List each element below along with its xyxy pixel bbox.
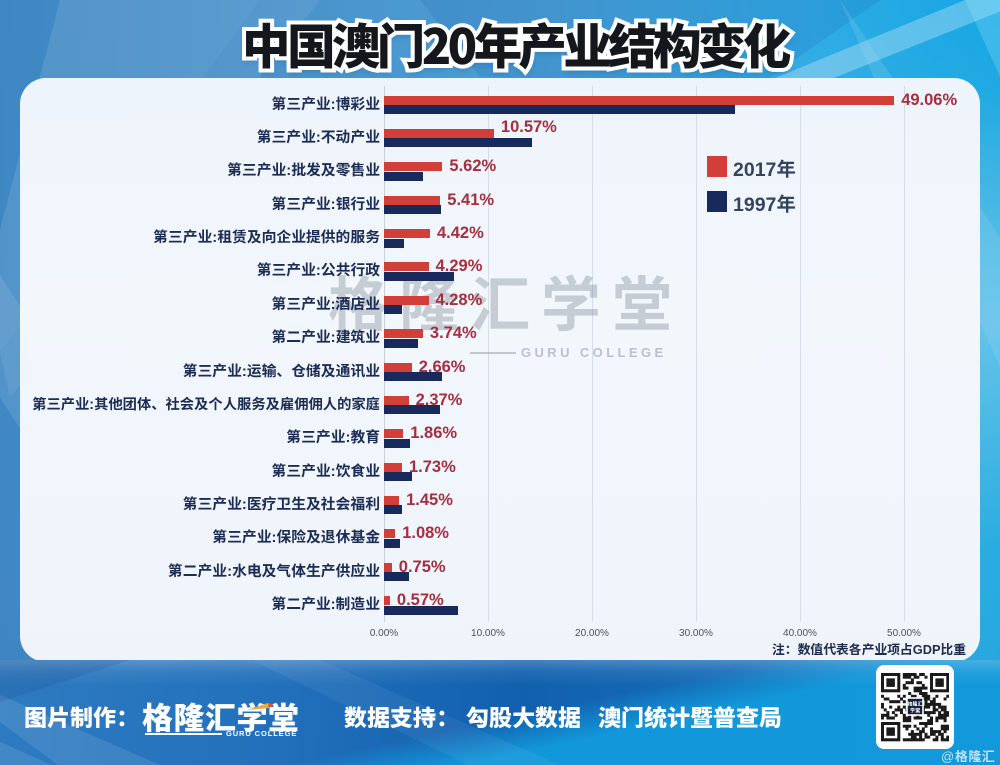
svg-text:格隆汇: 格隆汇 <box>907 701 923 708</box>
svg-text:学堂: 学堂 <box>910 707 920 714</box>
